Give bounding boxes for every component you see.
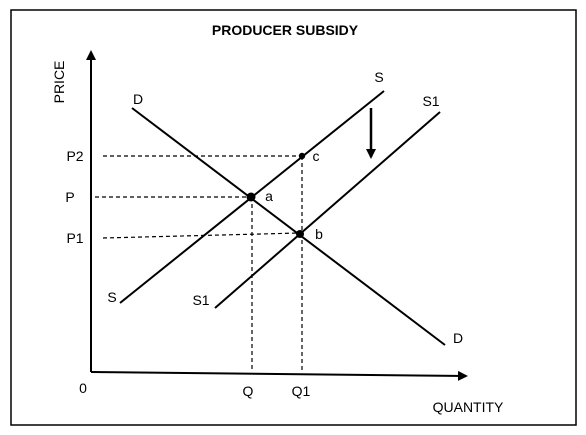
point-b-label: b (315, 226, 323, 242)
frame (10, 9, 577, 426)
demand-label-top: D (133, 91, 143, 107)
demand-curve (131, 107, 446, 346)
p1-guide (102, 232, 301, 239)
point-a (246, 192, 256, 202)
diagram-title: PRODUCER SUBSIDY (212, 22, 359, 38)
supply-label-top: S (374, 69, 383, 85)
point-b (296, 230, 304, 238)
guide-lines (95, 155, 303, 372)
point-a-label: a (265, 188, 273, 204)
price-label-p: P (65, 189, 74, 205)
origin-label: 0 (79, 380, 87, 396)
x-axis-label: QUANTITY (433, 399, 504, 415)
price-label-p2: P2 (66, 148, 83, 164)
point-c (298, 152, 306, 160)
supply-shifted-label-bottom: S1 (192, 292, 209, 308)
quantity-label-q1: Q1 (292, 383, 311, 399)
supply-shifted-label-top: S1 (422, 93, 439, 109)
point-c-label: c (313, 148, 320, 164)
supply-label-bottom: S (107, 289, 116, 305)
price-label-p1: P1 (66, 230, 83, 246)
quantity-label-q: Q (243, 383, 254, 399)
x-axis (90, 370, 468, 381)
y-axis-label: PRICE (51, 61, 67, 104)
demand-label-bottom: D (453, 330, 463, 346)
